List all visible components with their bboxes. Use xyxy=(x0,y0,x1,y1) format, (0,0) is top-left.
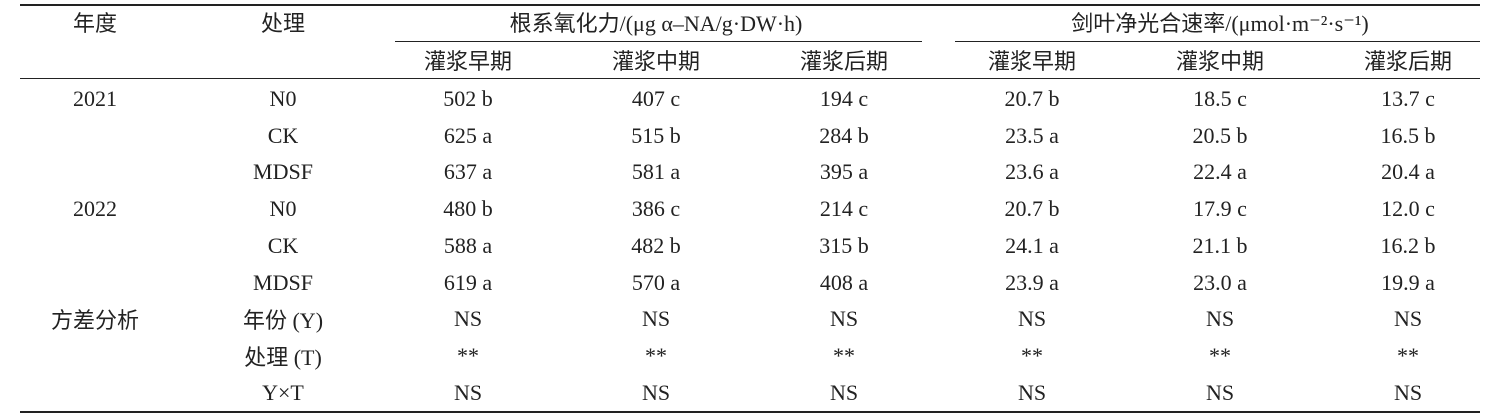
value-cell: 20.5 b xyxy=(1192,122,1248,148)
value-cell: NS xyxy=(1205,379,1235,405)
treatment-cell: N0 xyxy=(269,196,297,222)
value-cell: 194 c xyxy=(819,86,869,111)
value-cell: NS xyxy=(829,306,859,332)
value-cell: 20.7 b xyxy=(1004,196,1060,222)
value-cell: 581 a xyxy=(631,159,681,185)
treatment-cell: Y×T xyxy=(262,379,304,405)
treatment-cell: MDSF xyxy=(253,269,313,295)
value-cell: 408 a xyxy=(819,269,869,295)
value-cell: 16.5 b xyxy=(1380,122,1436,148)
value-cell: 637 a xyxy=(443,159,493,185)
value-cell: ** xyxy=(1397,342,1419,368)
value-cell: NS xyxy=(1017,306,1047,332)
value-cell: 23.0 a xyxy=(1193,269,1247,295)
top-rule xyxy=(20,4,1480,6)
treatment-cell: 处理 (T) xyxy=(244,344,322,370)
value-cell: 23.6 a xyxy=(1005,159,1059,185)
value-cell: 21.1 b xyxy=(1192,232,1248,258)
treatment-cell: CK xyxy=(267,122,299,148)
value-cell: 625 a xyxy=(443,122,493,148)
value-cell: 395 a xyxy=(819,159,869,185)
value-cell: 17.9 c xyxy=(1193,196,1247,222)
treatment-cell: 年份 (Y) xyxy=(242,308,324,334)
sub-header: 灌浆后期 xyxy=(799,49,889,74)
value-cell: NS xyxy=(1205,306,1235,332)
value-cell: ** xyxy=(645,342,667,368)
group-rule xyxy=(395,41,922,42)
treatment-cell: CK xyxy=(267,232,299,258)
sub-header: 灌浆后期 xyxy=(1363,49,1453,74)
value-cell: 515 b xyxy=(631,122,681,148)
year-cell: 2022 xyxy=(73,196,117,222)
group-rule xyxy=(955,41,1480,42)
value-cell: NS xyxy=(829,379,859,405)
value-cell: 482 b xyxy=(631,232,681,258)
value-cell: 12.0 c xyxy=(1381,196,1435,222)
value-cell: 284 b xyxy=(819,122,869,148)
value-cell: NS xyxy=(641,306,671,332)
header-cell: 处理 xyxy=(260,11,306,36)
value-cell: NS xyxy=(453,379,483,405)
value-cell: 19.9 a xyxy=(1381,269,1435,295)
year-cell: 2021 xyxy=(73,86,117,111)
value-cell: 502 b xyxy=(443,86,493,111)
value-cell: 13.7 c xyxy=(1381,86,1435,111)
value-cell: NS xyxy=(453,306,483,332)
value-cell: 386 c xyxy=(631,196,681,222)
value-cell: 22.4 a xyxy=(1193,159,1247,185)
value-cell: 570 a xyxy=(631,269,681,295)
group-title: 根系氧化力/(μg α–NA/g·DW·h) xyxy=(509,11,803,36)
sub-header: 灌浆早期 xyxy=(987,49,1077,74)
value-cell: 23.9 a xyxy=(1005,269,1059,295)
header-cell: 年度 xyxy=(72,11,118,36)
value-cell: 214 c xyxy=(819,196,869,222)
treatment-cell: N0 xyxy=(269,86,297,111)
year-cell: 方差分析 xyxy=(50,308,140,334)
value-cell: 315 b xyxy=(819,232,869,258)
sub-header: 灌浆中期 xyxy=(611,49,701,74)
group-title: 剑叶净光合速率/(μmol·m⁻²·s⁻¹) xyxy=(1071,11,1369,36)
value-cell: 24.1 a xyxy=(1005,232,1059,258)
value-cell: 16.2 b xyxy=(1380,232,1436,258)
value-cell: NS xyxy=(1017,379,1047,405)
value-cell: 20.4 a xyxy=(1381,159,1435,185)
value-cell: 18.5 c xyxy=(1193,86,1247,111)
value-cell: 407 c xyxy=(631,86,681,111)
value-cell: NS xyxy=(641,379,671,405)
value-cell: 480 b xyxy=(443,196,493,222)
value-cell: 619 a xyxy=(443,269,493,295)
value-cell: 23.5 a xyxy=(1005,122,1059,148)
value-cell: ** xyxy=(1021,342,1043,368)
header-rule xyxy=(20,78,1480,79)
value-cell: 20.7 b xyxy=(1004,86,1060,111)
value-cell: 588 a xyxy=(443,232,493,258)
treatment-cell: MDSF xyxy=(253,159,313,185)
bottom-rule xyxy=(20,411,1480,413)
value-cell: ** xyxy=(457,342,479,368)
value-cell: NS xyxy=(1393,379,1423,405)
sub-header: 灌浆早期 xyxy=(423,49,513,74)
sub-header: 灌浆中期 xyxy=(1175,49,1265,74)
value-cell: ** xyxy=(1209,342,1231,368)
value-cell: ** xyxy=(833,342,855,368)
value-cell: NS xyxy=(1393,306,1423,332)
